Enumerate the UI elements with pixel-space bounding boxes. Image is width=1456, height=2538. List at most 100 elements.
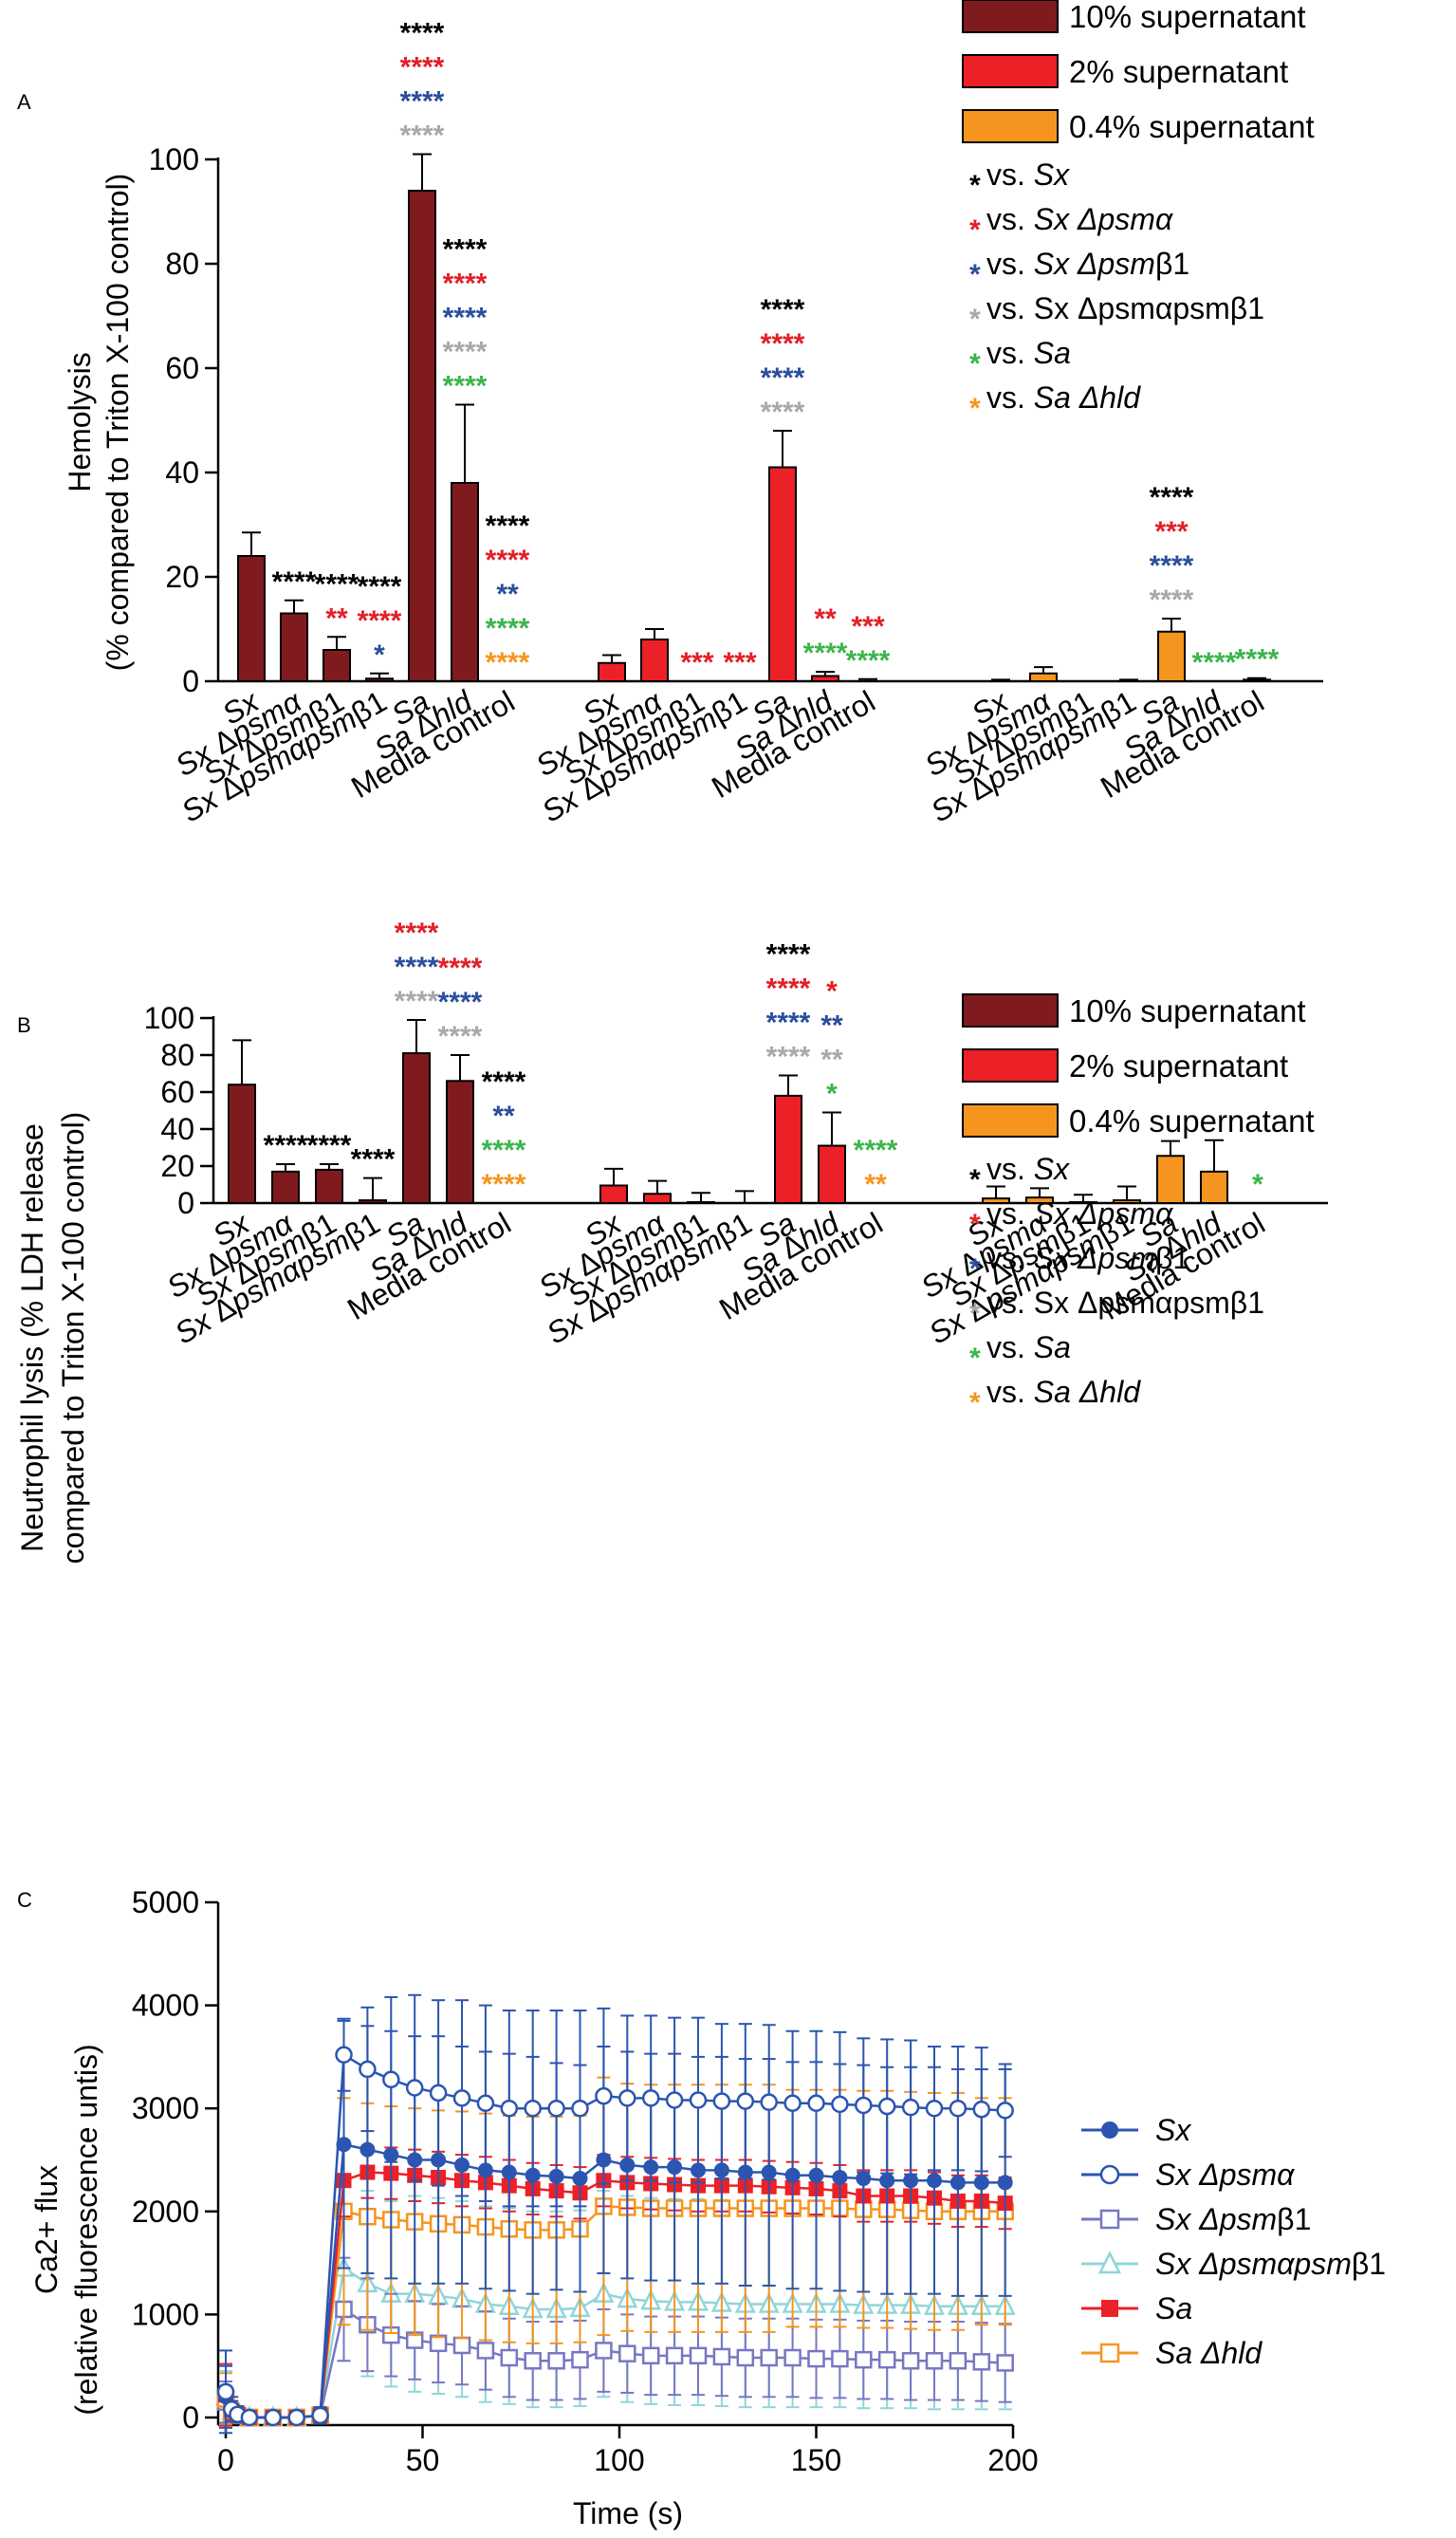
panel-c-point (807, 2094, 825, 2113)
panel-c-point (382, 2070, 400, 2089)
panel-c-series-2 (216, 2256, 1014, 2427)
panel-B-legend-label: 2% supernatant (1069, 1048, 1288, 1084)
panel-A-significance-stars: ** (496, 579, 519, 610)
panel-B-significance-stars: **** (395, 986, 439, 1017)
panel-A-significance-stars: **** (761, 362, 805, 394)
panel-c-point (524, 2352, 542, 2370)
panel-B-legend-star: * (969, 1343, 981, 1374)
panel-B-legend-star: * (969, 1298, 981, 1329)
panel-c-legend-label: Sx Δpsmα (1155, 2158, 1295, 2192)
panel-A-significance-stars: **** (1150, 482, 1194, 513)
panel-c-point (996, 2354, 1014, 2372)
panel-B-bar (687, 1201, 715, 1205)
panel-c-point (641, 2089, 660, 2107)
panel-c-legend-label: Sa Δhld (1155, 2336, 1262, 2370)
panel-c-point (1099, 2164, 1120, 2185)
panel-B-bar (599, 1184, 628, 1204)
panel-A-significance-stars: **** (1192, 647, 1237, 678)
panel-A-legend-star: * (969, 304, 981, 335)
legend-strain: Sx Δpsmα (1155, 2158, 1295, 2192)
panel-c-point (524, 2099, 542, 2118)
legend-strain-tail: Sx Δpsmαpsmβ1 (1034, 291, 1264, 325)
panel-A-legend-stat-label: vs. Sx Δpsmαpsmβ1 (986, 291, 1264, 325)
legend-strain-tail: Sx Δpsmαpsmβ1 (1034, 1286, 1264, 1320)
panel-B-bar (446, 1080, 474, 1205)
panel-c-point (783, 2348, 802, 2367)
legend-vs: vs. (986, 1152, 1034, 1186)
panel-c-point (1101, 2300, 1118, 2317)
panel-c-point (877, 2097, 896, 2116)
panel-c-point (877, 2350, 896, 2369)
panel-B-significance-stars: **** (482, 1066, 526, 1098)
legend-vs: vs. (986, 1196, 1034, 1231)
panel-A-bar (768, 466, 797, 682)
panel-c-point (429, 2084, 448, 2103)
panel-c-point (949, 2352, 968, 2370)
panel-c-point (618, 2344, 636, 2362)
panel-B-legend-star: * (969, 1209, 981, 1240)
legend-vs: vs. (986, 1375, 1034, 1409)
legend-strain: Sa Δhld (1155, 2336, 1262, 2370)
panel-c-x-tick-label: 0 (217, 2443, 234, 2477)
panel-a-ylabel-sub: (% compared to Triton X-100 control) (101, 174, 135, 672)
panel-B-significance-stars: ** (820, 1010, 843, 1041)
panel-B-significance-stars: ** (492, 1101, 515, 1132)
panel-B-y-tick-label: 20 (160, 1149, 194, 1183)
panel-c-point (571, 2350, 589, 2369)
panel-A-bar (280, 612, 308, 682)
panel-c-xlabel: Time (s) (573, 2496, 683, 2530)
panel-c-point (405, 2079, 424, 2097)
panel-c-point (287, 2408, 305, 2427)
panel-B-significance-stars: **** (766, 938, 811, 970)
panel-c-point (547, 2352, 565, 2370)
legend-strain-tail: β1 (1352, 2247, 1386, 2281)
legend-vs: vs. (986, 380, 1034, 415)
panel-c-x-tick-label: 100 (594, 2443, 644, 2477)
panel-A-legend-stat-label: vs. Sa (986, 336, 1071, 370)
panel-B-significance-stars: **** (854, 1135, 898, 1166)
panel-c-point (1101, 2121, 1118, 2139)
panel-c-point (359, 2141, 376, 2158)
panel-c-point (311, 2406, 329, 2425)
panel-c-point (336, 2137, 352, 2153)
panel-A-significance-stars: **** (761, 294, 805, 325)
panel-c-point (996, 2102, 1014, 2120)
panel-A-significance-stars: **** (400, 120, 445, 152)
legend-strain: Sx Δpsm (1034, 247, 1155, 281)
legend-strain: Sx Δpsm (1155, 2202, 1277, 2236)
panel-c-point (760, 2093, 778, 2111)
legend-strain: Sx (1155, 2113, 1191, 2147)
panel-B-significance-stars: * (826, 1078, 838, 1109)
panel-c-point (972, 2353, 991, 2371)
legend-strain: Sx (1034, 1152, 1070, 1186)
panel-A-significance-stars: **** (803, 638, 848, 669)
panel-c-series-1 (216, 1993, 1014, 2435)
panel-A-legend-star: * (969, 259, 981, 290)
panel-B-bar (402, 1052, 431, 1205)
panel-B-significance-stars: ** (820, 1044, 843, 1075)
panel-c-point (1099, 2209, 1120, 2230)
panel-B-significance-stars: **** (766, 1007, 811, 1038)
panel-c-point (1099, 2343, 1120, 2363)
panel-B-legend-label: 0.4% supernatant (1069, 1103, 1315, 1139)
panel-B-legend-stat-label: vs. Sx (986, 1152, 1070, 1186)
panel-B-legend-stat-label: vs. Sx Δpsmα (986, 1196, 1173, 1231)
panel-c-point (476, 2342, 495, 2360)
legend-strain: Sx Δpsmα (1034, 202, 1173, 236)
panel-A-legend-swatch (962, 54, 1059, 88)
panel-A-significance-stars: **** (486, 613, 530, 644)
panel-A-significance-stars: **** (358, 571, 402, 602)
panel-c-point (997, 2175, 1013, 2191)
panel-B-y-tick-label: 80 (160, 1038, 194, 1072)
panel-b-bars (228, 1018, 1228, 1205)
panel-A-legend-swatch (962, 109, 1059, 143)
panel-A-significance-stars: **** (443, 303, 488, 334)
panel-A-significance-stars: **** (846, 645, 891, 676)
panel-c-y-tick-label: 0 (182, 2400, 199, 2435)
panel-A-bar (451, 482, 479, 682)
panel-c-y-tick-label: 5000 (132, 1885, 199, 1919)
panel-A-significance-stars: **** (400, 86, 445, 118)
panel-c-point (760, 2348, 778, 2367)
panel-B-significance-stars: **** (307, 1130, 352, 1161)
